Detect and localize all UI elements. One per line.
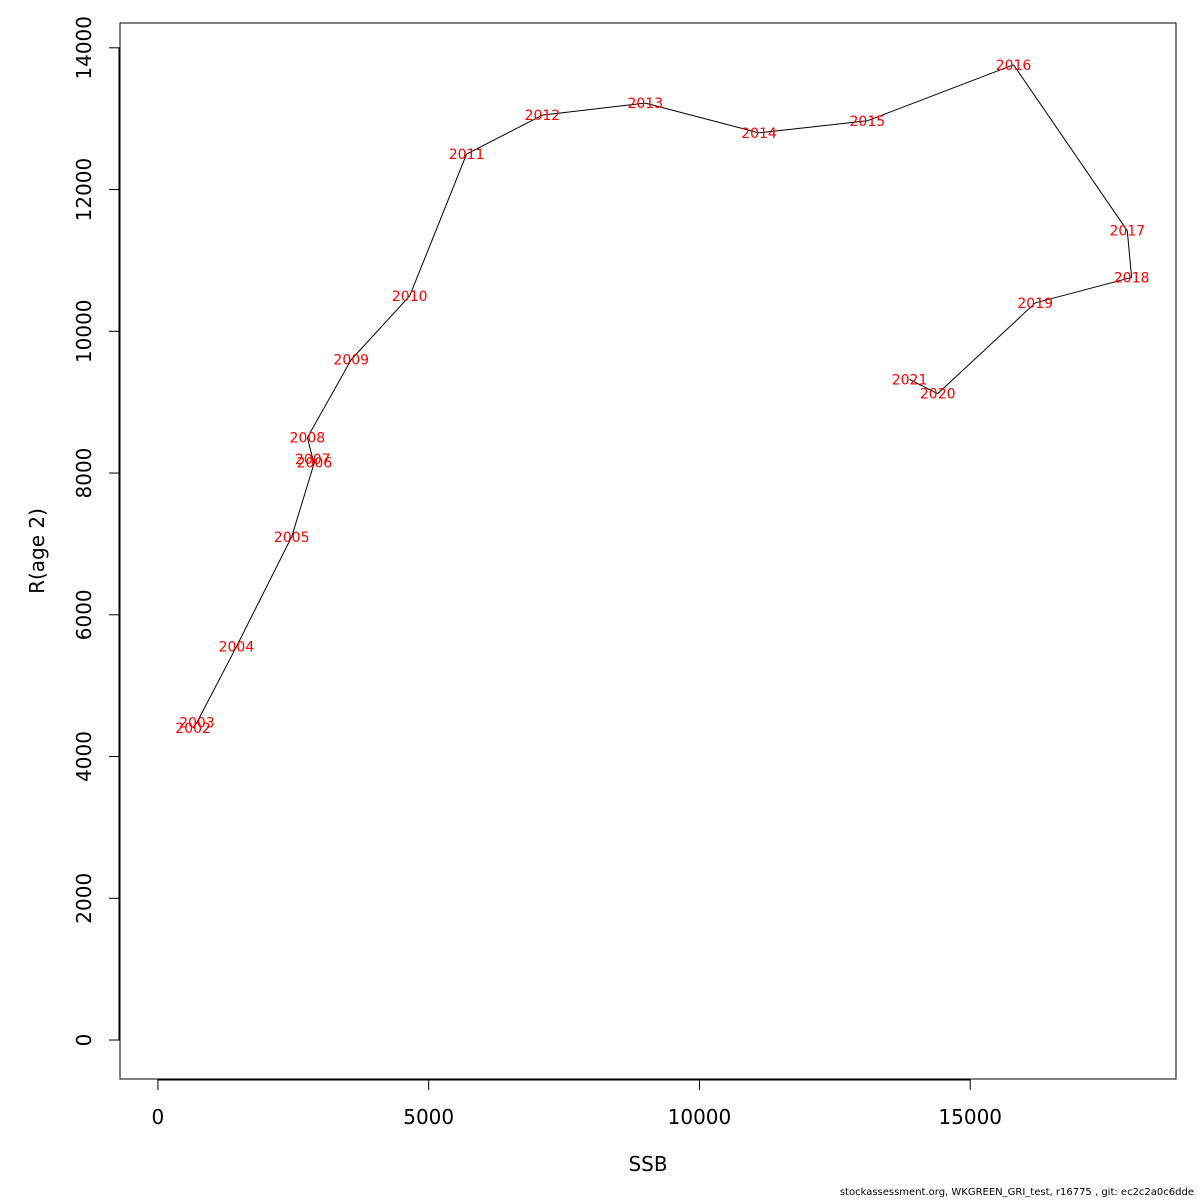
point-label-2015: 2015 xyxy=(850,114,886,130)
x-axis: 0 5000 10000 15000 xyxy=(152,1079,1002,1129)
series-segment xyxy=(466,114,543,155)
y-tick-label: 12000 xyxy=(72,158,96,222)
point-label-2014: 2014 xyxy=(741,126,777,142)
point-label-2010: 2010 xyxy=(392,289,428,305)
y-tick-label: 10000 xyxy=(72,299,96,363)
point-label-2004: 2004 xyxy=(219,640,255,656)
x-tick-label: 10000 xyxy=(668,1105,732,1129)
point-label-2003: 2003 xyxy=(179,716,215,732)
y-tick-label: 8000 xyxy=(72,448,96,499)
series-segment xyxy=(409,153,468,297)
series-segment xyxy=(235,536,293,647)
x-tick-label: 15000 xyxy=(938,1105,1002,1129)
point-label-2006: 2006 xyxy=(297,455,333,471)
point-label-2019: 2019 xyxy=(1017,296,1053,312)
series-segment xyxy=(306,359,352,438)
series-segment xyxy=(937,302,1036,395)
x-tick-label: 0 xyxy=(152,1105,165,1129)
footer-credit: stockassessment.org, WKGREEN_GRI_test, r… xyxy=(839,1187,1194,1198)
series-segment xyxy=(1126,230,1133,278)
series-segment xyxy=(1035,276,1132,304)
point-label-2005: 2005 xyxy=(274,530,310,546)
series-segment xyxy=(542,102,646,116)
point-label-2017: 2017 xyxy=(1109,224,1145,240)
y-tick-label: 14000 xyxy=(72,16,96,80)
y-axis-title: R(age 2) xyxy=(25,508,49,594)
series-segment xyxy=(1013,64,1128,231)
plot-frame xyxy=(119,22,1177,1080)
point-label-2018: 2018 xyxy=(1114,270,1150,286)
series-segment xyxy=(312,458,315,463)
series-segment xyxy=(291,462,315,537)
y-axis: 0 2000 4000 6000 8000 10000 12000 14000 xyxy=(72,16,120,1046)
point-label-2013: 2013 xyxy=(627,96,663,112)
series-segment xyxy=(867,64,1014,122)
y-tick-label: 6000 xyxy=(72,589,96,640)
series-segment xyxy=(645,102,760,134)
year-labels: 2002200320042005200620072008200920102011… xyxy=(175,58,1149,737)
point-label-2020: 2020 xyxy=(920,387,956,403)
series-segment xyxy=(306,437,314,459)
x-axis-title: SSB xyxy=(628,1152,667,1176)
point-label-2021: 2021 xyxy=(892,372,928,388)
y-tick-label: 0 xyxy=(72,1034,96,1047)
y-tick-label: 4000 xyxy=(72,731,96,782)
point-label-2012: 2012 xyxy=(525,108,561,124)
point-label-2002: 2002 xyxy=(175,721,211,737)
series-segment xyxy=(196,646,237,723)
point-label-2011: 2011 xyxy=(449,147,485,163)
point-label-2008: 2008 xyxy=(290,431,326,447)
point-label-2007: 2007 xyxy=(295,452,331,468)
point-label-2009: 2009 xyxy=(333,353,369,369)
x-tick-label: 5000 xyxy=(403,1105,454,1129)
series-segment xyxy=(350,295,411,360)
series-segment xyxy=(758,120,868,134)
point-label-2016: 2016 xyxy=(996,58,1032,74)
series-path xyxy=(192,64,1133,729)
y-tick-label: 2000 xyxy=(72,873,96,924)
series-segment xyxy=(909,379,938,395)
series-segment xyxy=(192,722,198,729)
